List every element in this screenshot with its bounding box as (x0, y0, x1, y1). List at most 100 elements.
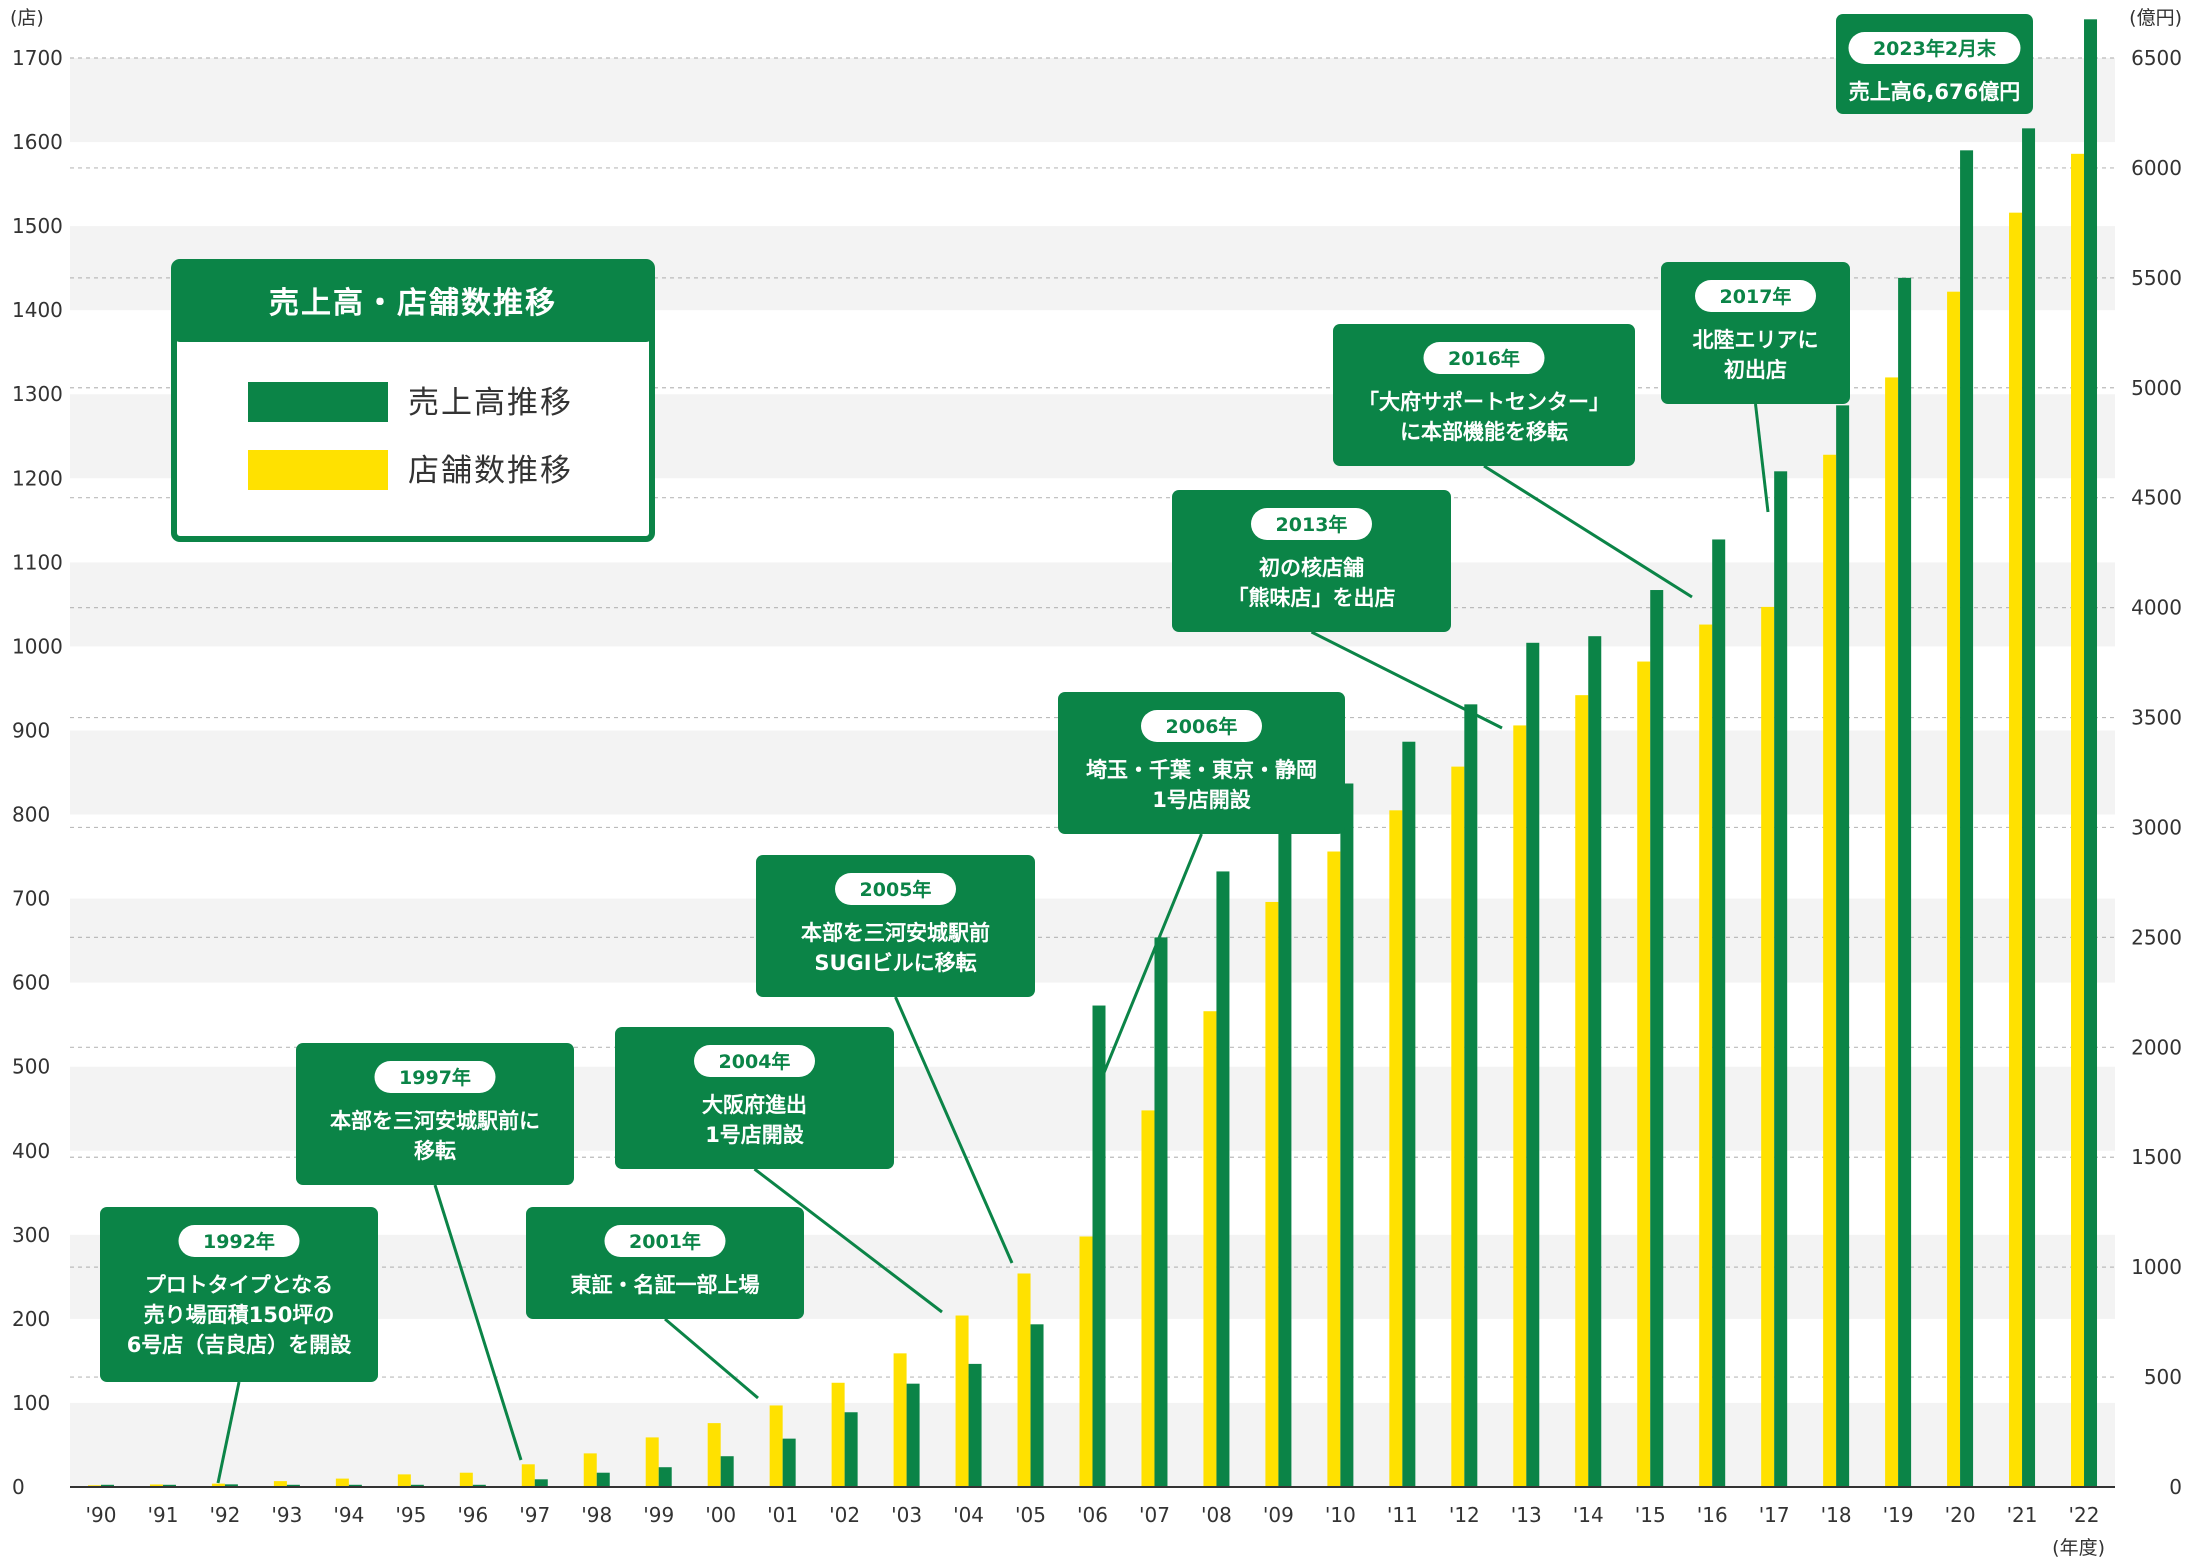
annotation-text: プロトタイプとなる (145, 1273, 333, 1297)
left-tick-11: 1100 (12, 550, 63, 574)
annotation-16: 2016年「大府サポートセンター」に本部機能を移転 (1333, 324, 1693, 599)
annotation-year: 2004年 (719, 1050, 791, 1073)
annotation-year-pill (1848, 32, 2021, 64)
annotation-leader (1483, 464, 1693, 599)
x-tick-10: '00 (705, 1503, 736, 1527)
right-tick-13: 6500 (2131, 46, 2182, 70)
left-tick-8: 800 (12, 803, 50, 827)
x-tick-2: '92 (209, 1503, 240, 1527)
annotation-year-pill (604, 1225, 726, 1257)
left-tick-6: 600 (12, 971, 50, 995)
legend-swatch-1 (248, 450, 388, 490)
right-tick-5: 2500 (2131, 925, 2182, 949)
store-bar-13 (893, 1353, 907, 1487)
annotation-text: 埼玉・千葉・東京・静岡 (1086, 758, 1317, 782)
sales-bar-27 (1774, 471, 1788, 1487)
store-bar-19 (1265, 901, 1279, 1487)
right-tick-4: 2000 (2131, 1035, 2182, 1059)
sales-bar-14 (968, 1363, 982, 1487)
store-bar-22 (1451, 766, 1465, 1487)
right-tick-10: 5000 (2131, 376, 2182, 400)
x-tick-31: '21 (2007, 1503, 2038, 1527)
x-tick-9: '99 (643, 1503, 674, 1527)
store-bar-28 (1823, 454, 1837, 1487)
annotation-leader (433, 1184, 523, 1461)
x-tick-20: '10 (1325, 1503, 1356, 1527)
left-tick-2: 200 (12, 1307, 50, 1331)
store-bar-27 (1761, 606, 1775, 1487)
annotation-year: 1997年 (399, 1066, 471, 1089)
left-tick-9: 900 (12, 718, 50, 742)
store-bar-32 (2071, 153, 2085, 1488)
left-tick-0: 0 (12, 1475, 25, 1499)
annotation-year-pill (1251, 508, 1372, 540)
annotation-box (1058, 692, 1345, 834)
x-tick-23: '13 (1511, 1503, 1542, 1527)
annotation-box (1333, 324, 1635, 466)
sales-bar-31 (2022, 128, 2036, 1487)
annotation-text: 本部を三河安城駅前 (801, 921, 990, 945)
annotation-leader (1754, 403, 1770, 513)
right-tick-12: 6000 (2131, 156, 2182, 180)
store-bar-15 (1017, 1273, 1031, 1487)
annotation-text: 東証・名証一部上場 (571, 1273, 760, 1297)
store-bar-25 (1637, 661, 1651, 1487)
left-tick-4: 400 (12, 1139, 50, 1163)
sales-bar-32 (2084, 19, 2098, 1487)
legend-label-0: 売上高推移 (408, 385, 573, 421)
annotation-year: 2006年 (1166, 715, 1238, 738)
annotations: 1992年プロトタイプとなる売り場面積150坪の6号店（吉良店）を開設1997年… (100, 14, 2033, 1484)
legend-header (174, 262, 652, 342)
sales-bar-13 (906, 1383, 920, 1487)
sales-bar-6 (472, 1484, 486, 1487)
annotation-text: 売り場面積150坪の (144, 1303, 335, 1327)
sales-bar-12 (844, 1412, 858, 1487)
annotation-year-pill (1695, 280, 1816, 312)
store-bar-10 (707, 1423, 721, 1487)
x-tick-27: '17 (1759, 1503, 1790, 1527)
store-bar-3 (273, 1481, 287, 1487)
annotation-year: 2023年2月末 (1873, 37, 1997, 60)
band-10 (70, 562, 2115, 647)
x-tick-30: '20 (1945, 1503, 1976, 1527)
annotation-text: 売上高6,676億円 (1849, 80, 2020, 104)
annotation-leader (216, 1381, 241, 1484)
sales-bar-8 (596, 1472, 610, 1487)
sales-bar-15 (1030, 1324, 1044, 1487)
x-tick-26: '16 (1697, 1503, 1728, 1527)
left-tick-12: 1200 (12, 466, 63, 490)
right-tick-9: 4500 (2131, 486, 2182, 510)
x-tick-25: '15 (1635, 1503, 1666, 1527)
annotation-year: 1992年 (203, 1230, 275, 1253)
sales-bar-11 (782, 1438, 796, 1487)
sales-bar-18 (1216, 871, 1230, 1487)
x-tick-8: '98 (581, 1503, 612, 1527)
store-bar-31 (2009, 212, 2023, 1488)
x-tick-18: '08 (1201, 1503, 1232, 1527)
sales-bar-25 (1650, 590, 1664, 1487)
sales-bar-0 (100, 1484, 114, 1487)
x-tick-0: '90 (86, 1503, 117, 1527)
right-tick-11: 5500 (2131, 266, 2182, 290)
legend-label-1: 店舗数推移 (408, 453, 573, 489)
sales-bar-30 (1960, 150, 1974, 1487)
store-bar-1 (149, 1484, 163, 1487)
left-tick-10: 1000 (12, 634, 63, 658)
annotation-year-pill (178, 1225, 300, 1257)
sales-bar-3 (286, 1484, 300, 1487)
x-tick-6: '96 (457, 1503, 488, 1527)
annotation-box (100, 1207, 378, 1382)
annotation-year: 2001年 (629, 1230, 701, 1253)
store-bar-2 (211, 1483, 225, 1487)
sales-bar-4 (348, 1484, 362, 1487)
left-axis-label: (店) (10, 7, 44, 29)
annotation-leader (1099, 833, 1203, 1081)
store-bar-11 (769, 1405, 783, 1487)
left-axis: (店) 0 100 200 300 400 500 600 700 800 900 1000 1100 1… (10, 7, 63, 1499)
sales-bar-7 (534, 1479, 548, 1487)
store-bar-23 (1513, 725, 1527, 1487)
